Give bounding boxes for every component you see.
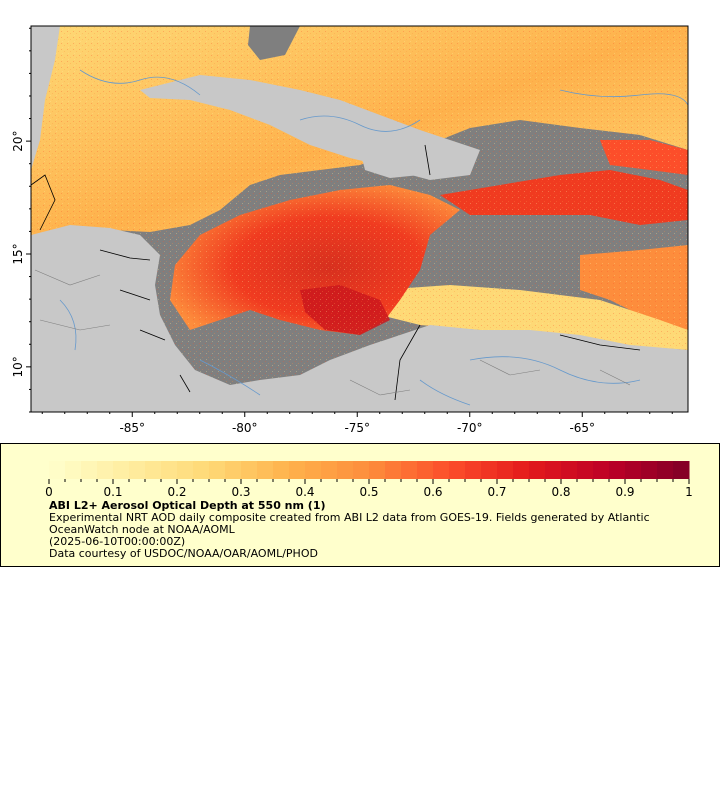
- colorbar-tick-label: 0.9: [615, 485, 634, 499]
- colorbar-tick-label: 0.1: [103, 485, 122, 499]
- x-tick-label: -75°: [344, 421, 370, 435]
- colorbar-tick-label: 1: [685, 485, 693, 499]
- map-axis-ticks: [26, 27, 673, 417]
- colorbar-cell: [353, 461, 370, 479]
- colorbar-cell: [673, 461, 690, 479]
- colorbar: 0 0.1 0.2 0.3 0.4 0.5 0.6 0.7 0.8 0.9 1: [45, 461, 693, 499]
- colorbar-cell: [465, 461, 482, 479]
- colorbar-cell: [193, 461, 210, 479]
- colorbar-tick-label: 0.4: [295, 485, 314, 499]
- colorbar-cell: [81, 461, 98, 479]
- colorbar-cell: [97, 461, 114, 479]
- colorbar-ticks: [48, 479, 690, 484]
- legend-title: ABI L2+ Aerosol Optical Depth at 550 nm …: [49, 499, 326, 512]
- colorbar-cell: [609, 461, 626, 479]
- colorbar-cell: [481, 461, 498, 479]
- x-tick-label: -70°: [457, 421, 483, 435]
- colorbar-cell: [161, 461, 178, 479]
- colorbar-cell: [641, 461, 658, 479]
- colorbar-cell: [225, 461, 242, 479]
- colorbar-tick-label: 0.6: [423, 485, 442, 499]
- colorbar-cell: [273, 461, 290, 479]
- colorbar-cell: [177, 461, 194, 479]
- colorbar-cell: [545, 461, 562, 479]
- x-tick-label: -65°: [569, 421, 595, 435]
- colorbar-cell: [289, 461, 306, 479]
- colorbar-cell: [145, 461, 162, 479]
- colorbar-cell: [401, 461, 418, 479]
- colorbar-cell: [49, 461, 66, 479]
- land-gulf-coast: [248, 26, 300, 60]
- colorbar-cells: [49, 461, 690, 479]
- legend-text: ABI L2+ Aerosol Optical Depth at 550 nm …: [49, 500, 689, 560]
- colorbar-cell: [257, 461, 274, 479]
- aod-map: -85° -80° -75° -70° -65° 20° 15° 10°: [11, 25, 689, 435]
- y-tick-label: 15°: [11, 243, 25, 264]
- legend-description: Experimental NRT AOD daily composite cre…: [49, 511, 650, 536]
- legend-panel: 0 0.1 0.2 0.3 0.4 0.5 0.6 0.7 0.8 0.9 1 ABI L2+ Ae…: [0, 443, 720, 567]
- x-tick-label: -80°: [232, 421, 258, 435]
- colorbar-cell: [433, 461, 450, 479]
- map-frame: [30, 25, 689, 413]
- x-tick-label: -85°: [119, 421, 145, 435]
- colorbar-tick-label: 0: [45, 485, 53, 499]
- colorbar-tick-label: 0.8: [551, 485, 570, 499]
- colorbar-cell: [657, 461, 674, 479]
- land-central-america: [31, 225, 688, 412]
- colorbar-cell: [593, 461, 610, 479]
- map-axis-tick-labels: -85° -80° -75° -70° -65° 20° 15° 10°: [11, 130, 595, 435]
- y-tick-label: 20°: [11, 130, 25, 151]
- colorbar-cell: [65, 461, 82, 479]
- colorbar-cell: [513, 461, 530, 479]
- colorbar-cell: [529, 461, 546, 479]
- colorbar-cell: [625, 461, 642, 479]
- colorbar-cell: [385, 461, 402, 479]
- colorbar-cell: [417, 461, 434, 479]
- land-yucatan: [31, 26, 60, 170]
- legend-date: (2025-06-10T00:00:00Z): [49, 535, 186, 548]
- colorbar-tick-label: 0.5: [359, 485, 378, 499]
- river-network: [59, 69, 688, 406]
- colorbar-cell: [577, 461, 594, 479]
- land-hispaniola: [360, 150, 430, 178]
- colorbar-cell: [497, 461, 514, 479]
- colorbar-cell: [449, 461, 466, 479]
- colorbar-cell: [113, 461, 130, 479]
- colorbar-tick-label: 0.7: [487, 485, 506, 499]
- colorbar-tick-labels: 0 0.1 0.2 0.3 0.4 0.5 0.6 0.7 0.8 0.9 1: [45, 485, 693, 499]
- state-borders: [34, 269, 631, 396]
- colorbar-cell: [305, 461, 322, 479]
- colorbar-cell: [209, 461, 226, 479]
- country-borders: [31, 144, 641, 401]
- legend-credit: Data courtesy of USDOC/NOAA/OAR/AOML/PHO…: [49, 547, 318, 560]
- colorbar-cell: [369, 461, 386, 479]
- y-tick-label: 10°: [11, 356, 25, 377]
- colorbar-cell: [561, 461, 578, 479]
- colorbar-cell: [241, 461, 258, 479]
- colorbar-tick-label: 0.3: [231, 485, 250, 499]
- colorbar-tick-label: 0.2: [167, 485, 186, 499]
- colorbar-cell: [321, 461, 338, 479]
- colorbar-cell: [129, 461, 146, 479]
- colorbar-cell: [337, 461, 354, 479]
